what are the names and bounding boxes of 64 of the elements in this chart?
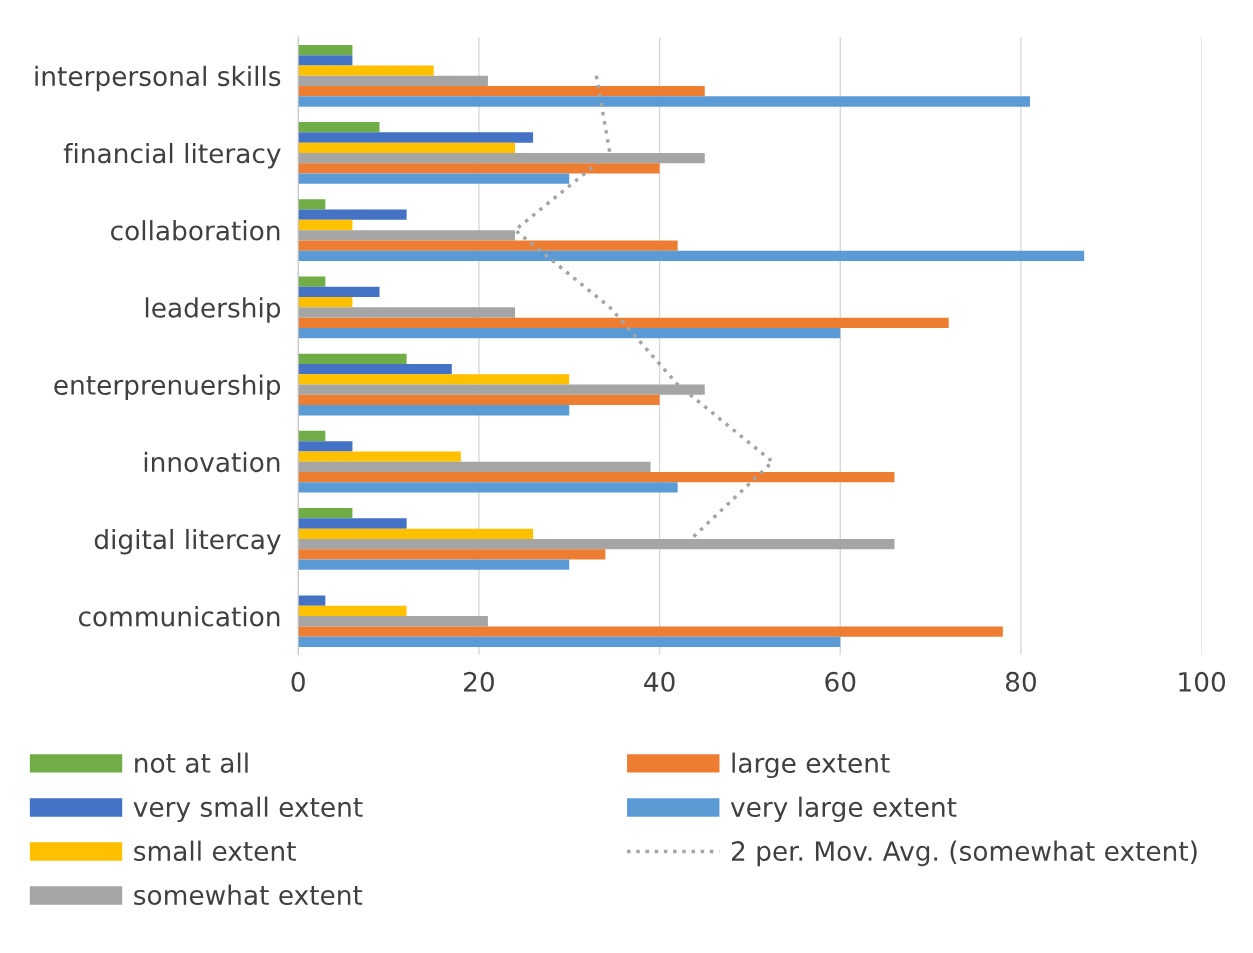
bar (298, 327, 841, 339)
bar (298, 363, 452, 375)
bar (298, 374, 570, 385)
y-tick-label: interpersonal skills (35, 65, 281, 92)
bar (298, 142, 516, 153)
x-tick-label: 40 (644, 671, 675, 692)
bar (298, 55, 353, 66)
legend-label: somewhat extent (134, 884, 363, 906)
bar (298, 250, 1085, 262)
bar (298, 65, 434, 76)
y-tick-label: digital litercay (94, 528, 281, 555)
bar (298, 307, 516, 318)
x-tick-label: 60 (825, 671, 856, 692)
y-tick-label: collaboration (111, 220, 280, 241)
bar (298, 276, 326, 287)
y-tick-label: innovation (144, 451, 280, 473)
bar (298, 405, 570, 416)
legend-label: small extent (134, 840, 296, 862)
bar (298, 44, 353, 56)
bar (298, 441, 353, 452)
x-tick-label: 100 (1179, 671, 1226, 692)
bar (298, 549, 606, 560)
x-tick-label: 80 (1005, 671, 1036, 692)
bar (298, 472, 895, 483)
y-tick-label: enterprenuership (54, 374, 281, 401)
bar (298, 616, 488, 627)
bar (298, 96, 1030, 107)
legend-label: 2 per. Mov. Avg. (somewhat extent) (731, 840, 1197, 867)
y-tick-label: leadership (145, 297, 281, 323)
bar (298, 626, 1003, 637)
bar (298, 451, 461, 462)
bar (298, 528, 534, 539)
bar (298, 122, 380, 133)
x-tick-label: 20 (464, 671, 494, 692)
legend-label: large extent (732, 752, 890, 779)
bar (298, 209, 407, 220)
bar (298, 317, 949, 328)
bar (298, 173, 570, 184)
legend-label: not at all (135, 752, 248, 773)
y-tick-label: financial literacy (63, 142, 281, 169)
bar (298, 430, 326, 442)
y-tick-label: communication (78, 606, 280, 627)
bar (298, 163, 660, 174)
bar (298, 559, 570, 570)
bar (298, 353, 407, 364)
bar (298, 297, 353, 308)
bar (298, 86, 705, 97)
bar (298, 508, 353, 519)
bar (298, 286, 380, 298)
bar (298, 240, 678, 251)
bar (298, 595, 326, 606)
bar (298, 132, 534, 143)
x-tick-label: 0 (291, 671, 305, 692)
bar (298, 482, 678, 493)
legend-label: very large extent (730, 796, 957, 823)
bar (298, 199, 326, 210)
legend-label: very small extent (133, 796, 363, 823)
bar (298, 518, 407, 529)
bar (298, 461, 651, 473)
bar (298, 394, 660, 406)
bar (298, 219, 353, 231)
bar (298, 605, 407, 617)
bar (298, 75, 488, 87)
bar (298, 636, 841, 647)
